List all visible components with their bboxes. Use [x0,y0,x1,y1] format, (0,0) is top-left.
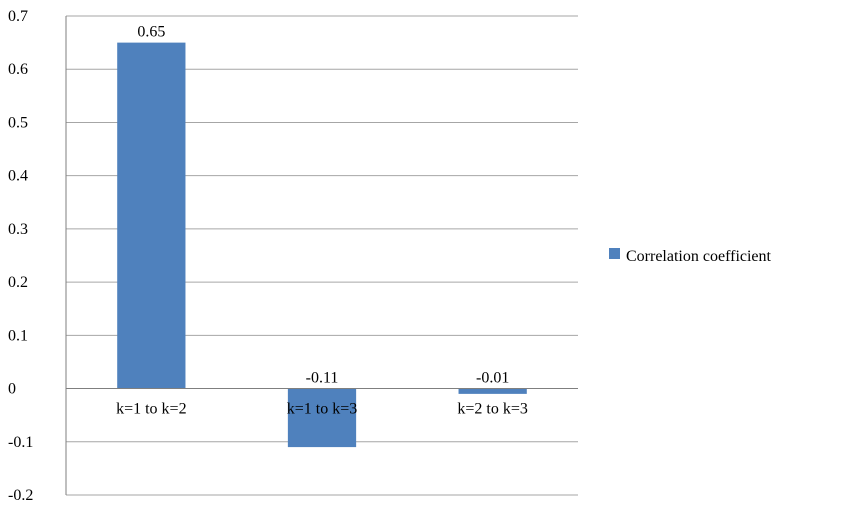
y-tick-label: 0.3 [8,221,28,238]
y-tick-label: 0 [8,381,16,398]
y-tick-label: 0.1 [8,327,28,344]
bar [117,42,186,389]
legend: Correlation coefficient [609,248,772,265]
bars [117,42,527,448]
y-tick-label: 0.5 [8,114,28,131]
y-tick-label: -0.2 [8,487,33,504]
y-axis-tick-labels: 0.7 0.6 0.5 0.4 0.3 0.2 0.1 0 -0.1 -0.2 [8,8,33,504]
bar [458,388,527,394]
y-tick-label: 0.7 [8,8,28,25]
legend-label: Correlation coefficient [626,248,772,265]
y-tick-label: -0.1 [8,434,33,451]
y-tick-label: 0.4 [8,168,28,185]
category-label: k=1 to k=3 [287,401,358,418]
category-label: k=1 to k=2 [116,401,187,418]
y-tick-label: 0.6 [8,61,28,78]
data-labels: 0.65 -0.11 -0.01 [137,24,509,387]
data-label: -0.11 [306,370,339,387]
category-label: k=2 to k=3 [457,401,528,418]
legend-swatch [609,248,620,259]
data-label: -0.01 [476,370,509,387]
bar [287,388,357,448]
y-tick-label: 0.2 [8,274,28,291]
category-labels: k=1 to k=2 k=1 to k=3 k=2 to k=3 [116,401,528,418]
data-label: 0.65 [137,24,165,41]
